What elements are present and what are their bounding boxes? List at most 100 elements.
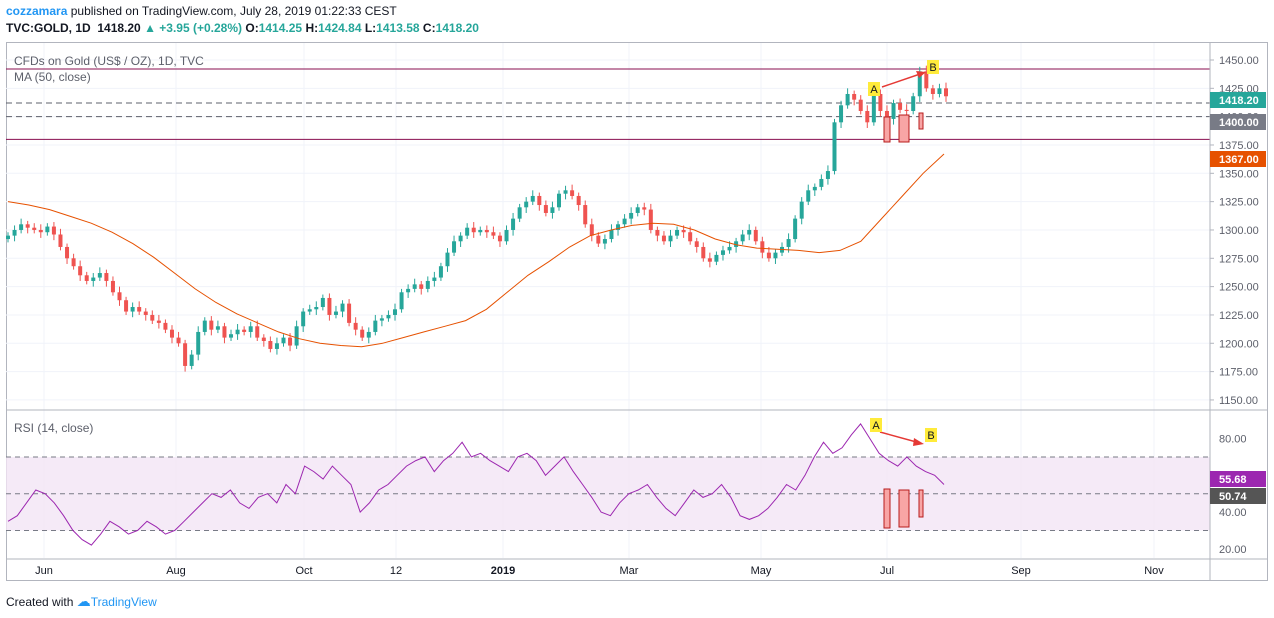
- candle-body-94: [622, 218, 627, 225]
- candle-body-87: [576, 195, 581, 206]
- tradingview-link[interactable]: TradingView: [90, 595, 157, 609]
- ma-badge-bg: [1210, 151, 1266, 167]
- last-price: 1418.20: [97, 21, 141, 35]
- candle-body-73: [484, 229, 489, 233]
- price-label-b[interactable]: B: [929, 62, 936, 74]
- price-tick-7: 1325.00: [1219, 197, 1259, 209]
- last-price-badge: 1418.20: [1219, 95, 1259, 107]
- candle-body-4: [32, 227, 37, 230]
- candle-body-19: [130, 307, 135, 312]
- candle-body-120: [793, 218, 798, 240]
- candle-body-22: [150, 314, 155, 321]
- candle-body-67: [445, 252, 450, 267]
- candle-body-137: [904, 109, 909, 111]
- price-highlight-box-0: [883, 116, 891, 143]
- candle-body-104: [688, 232, 693, 242]
- candle-body-72: [478, 229, 483, 233]
- close-label: C:: [422, 21, 436, 35]
- candle-body-28: [189, 354, 194, 366]
- candle-body-13: [91, 277, 96, 281]
- price-tick-8: 1350.00: [1219, 168, 1259, 180]
- price-tick-4: 1250.00: [1219, 282, 1259, 294]
- ma-legend[interactable]: MA (50, close): [14, 70, 91, 84]
- candle-body-20: [137, 307, 142, 312]
- price-highlight-box-2: [918, 112, 924, 130]
- candle-body-132: [871, 93, 876, 123]
- candle-body-17: [117, 292, 122, 301]
- horizontal-levels[interactable]: [6, 68, 1210, 140]
- time-tick-0: Jun: [35, 565, 53, 577]
- candle-body-60: [399, 292, 404, 310]
- candle-body-128: [845, 93, 850, 106]
- candle-body-95: [629, 212, 634, 219]
- candle-body-133: [878, 93, 883, 111]
- main-legend-title[interactable]: CFDs on Gold (US$ / OZ), 1D, TVC: [14, 54, 204, 68]
- candle-body-18: [124, 300, 129, 312]
- candle-body-125: [825, 171, 830, 179]
- candle-body-29: [196, 331, 201, 355]
- candle-body-59: [393, 309, 398, 315]
- rsi-label-a[interactable]: A: [872, 420, 880, 432]
- candle-body-51: [340, 303, 345, 312]
- candle-body-47: [314, 307, 319, 310]
- candle-body-123: [812, 186, 817, 191]
- candle-body-101: [668, 235, 673, 242]
- highlight-boxes[interactable]: [883, 112, 924, 529]
- candle-body-35: [235, 329, 240, 335]
- candle-body-78: [517, 207, 522, 219]
- rsi-legend[interactable]: RSI (14, close): [14, 421, 93, 435]
- rsi-badge-bg: [1210, 471, 1266, 487]
- price-label-b-bg: [927, 60, 939, 74]
- rsi-arrow-head: [913, 438, 924, 446]
- candle-body-44: [294, 326, 299, 346]
- candle-body-122: [806, 190, 811, 202]
- price-arrow-head: [916, 71, 926, 78]
- time-tick-3: 12: [390, 565, 402, 577]
- candle-body-45: [301, 311, 306, 327]
- time-axis[interactable]: Jun Aug Oct 12 2019 Mar May Jul Sep Nov: [35, 565, 1164, 577]
- candle-body-11: [78, 266, 83, 276]
- candle-body-140: [924, 71, 929, 89]
- ma-line: [7, 153, 945, 348]
- chart-frame[interactable]: [6, 42, 1268, 581]
- rsi-ma-badge: 50.74: [1219, 491, 1247, 503]
- rsi-highlight-box-1: [898, 489, 910, 528]
- price-arrow-line[interactable]: [881, 72, 924, 88]
- candle-body-46: [307, 309, 312, 312]
- candle-body-75: [497, 235, 502, 242]
- time-tick-6: May: [751, 565, 772, 577]
- rsi-label-b[interactable]: B: [927, 430, 934, 442]
- candle-body-43: [288, 337, 293, 346]
- candle-body-66: [438, 266, 443, 278]
- rsi-highlight-box-2: [918, 489, 924, 518]
- candle-body-81: [537, 195, 542, 206]
- symbol-name[interactable]: TVC:GOLD, 1D: [6, 21, 91, 35]
- candle-body-36: [242, 329, 247, 332]
- open-value: 1414.25: [258, 21, 303, 35]
- candle-body-108: [714, 254, 719, 262]
- candle-body-91: [602, 239, 607, 244]
- candle-body-105: [694, 241, 699, 247]
- candle-body-113: [747, 229, 752, 235]
- price-tick-9: 1375.00: [1219, 140, 1259, 152]
- candle-body-55: [366, 331, 371, 338]
- rsi-arrow-line[interactable]: [879, 431, 921, 444]
- candle-body-32: [215, 326, 220, 330]
- candle-body-82: [543, 205, 548, 213]
- candle-body-99: [655, 229, 660, 236]
- candle-body-79: [524, 201, 529, 208]
- candle-body-16: [110, 280, 115, 293]
- candle-body-117: [773, 252, 778, 259]
- candle-body-135: [891, 103, 896, 119]
- candle-body-6: [45, 226, 50, 233]
- price-label-a[interactable]: A: [870, 84, 878, 96]
- rsi-tick-1: 40.00: [1219, 507, 1247, 519]
- level-badge-bg: [1210, 114, 1266, 130]
- time-tick-2: Oct: [295, 565, 312, 577]
- annotations[interactable]: A B A B: [868, 60, 939, 446]
- candle-body-24: [163, 322, 168, 330]
- author-link[interactable]: cozzamara: [6, 4, 68, 18]
- candle-body-71: [471, 227, 476, 233]
- candle-body-3: [25, 224, 30, 228]
